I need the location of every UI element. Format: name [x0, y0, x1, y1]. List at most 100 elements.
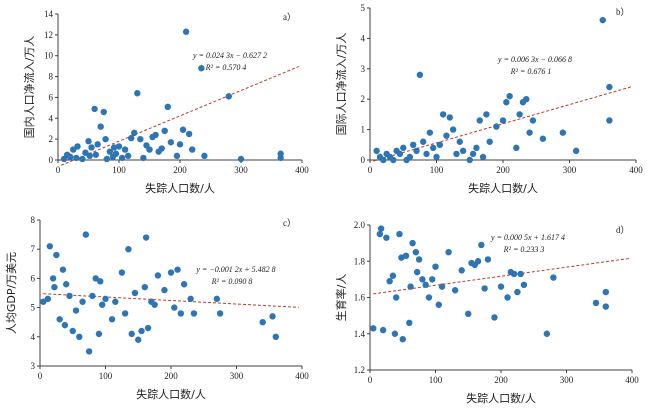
data-point — [429, 144, 437, 152]
data-point — [106, 148, 114, 155]
data-point — [412, 248, 420, 256]
y-tick-label: 1.6 — [354, 293, 366, 303]
x-axis-label: 失踪人口数/人 — [145, 181, 215, 195]
x-tick-label: 0 — [368, 165, 373, 175]
data-point — [504, 294, 511, 301]
data-point — [526, 129, 533, 136]
data-point — [478, 241, 485, 249]
data-point — [559, 129, 567, 136]
data-point — [121, 146, 129, 153]
data-point — [513, 144, 520, 152]
x-tick-label: 0 — [368, 375, 373, 385]
data-point — [72, 307, 80, 314]
panel-label: c） — [283, 218, 296, 228]
data-point — [121, 310, 129, 317]
data-point — [491, 314, 498, 321]
trendline — [60, 65, 300, 166]
data-point — [439, 111, 447, 118]
data-point — [383, 234, 390, 241]
data-point — [529, 117, 537, 124]
data-point — [435, 301, 442, 308]
x-tick-label: 400 — [629, 165, 643, 175]
data-point — [416, 71, 424, 79]
data-point — [479, 153, 487, 161]
data-point — [95, 330, 103, 338]
data-point — [177, 310, 185, 317]
data-point — [415, 256, 423, 263]
data-point — [393, 294, 400, 301]
data-point — [458, 267, 465, 274]
y-tick-label: 7 — [31, 244, 36, 254]
data-point — [399, 335, 406, 343]
data-point — [379, 326, 387, 334]
data-point — [410, 141, 417, 148]
data-point — [67, 153, 74, 161]
y-tick-label: 14 — [44, 9, 54, 19]
data-point — [391, 330, 399, 337]
data-point — [56, 316, 63, 323]
data-point — [151, 301, 158, 308]
data-point — [606, 117, 613, 124]
x-tick-label: 100 — [112, 165, 126, 175]
data-point — [176, 141, 184, 148]
data-point — [422, 281, 429, 289]
data-point — [89, 292, 96, 300]
y-tick-label: 8 — [49, 72, 54, 82]
x-tick-label: 300 — [230, 371, 244, 381]
data-point — [602, 288, 609, 296]
data-point — [272, 333, 279, 340]
y-tick-label: 4 — [31, 332, 36, 342]
data-point — [164, 103, 171, 111]
data-point — [110, 144, 118, 151]
data-point — [182, 28, 190, 35]
x-tick-label: 100 — [429, 375, 443, 385]
data-point — [436, 141, 444, 148]
x-tick-label: 400 — [295, 371, 309, 381]
data-point — [510, 270, 518, 278]
y-tick-label: 3 — [31, 361, 36, 371]
data-point — [390, 156, 397, 164]
y-tick-label: 8 — [31, 215, 36, 225]
data-point — [131, 129, 138, 137]
data-point — [135, 336, 142, 343]
data-point — [446, 114, 453, 121]
y-tick-label: 2.0 — [354, 220, 366, 230]
data-point — [420, 138, 427, 145]
data-point — [61, 321, 69, 329]
data-point — [445, 248, 452, 256]
y-axis-label: 国内人口净流入/万人 — [22, 36, 36, 139]
data-point — [46, 243, 54, 250]
data-point — [131, 289, 139, 297]
data-point — [438, 283, 446, 290]
data-point — [53, 251, 60, 259]
data-point — [69, 327, 76, 335]
y-tick-label: 4 — [49, 113, 54, 123]
y-tick-label: 1 — [361, 125, 366, 135]
panel-label: a） — [283, 12, 296, 22]
data-point — [85, 348, 93, 355]
data-point — [152, 131, 159, 139]
trendline — [373, 258, 629, 295]
data-point — [62, 281, 70, 288]
x-tick-label: 200 — [494, 375, 508, 385]
data-point — [189, 146, 196, 153]
data-point — [201, 152, 208, 160]
data-point — [516, 111, 523, 118]
data-point — [144, 324, 152, 332]
x-tick-label: 0 — [56, 165, 61, 175]
data-point — [128, 134, 135, 142]
data-point — [481, 285, 488, 292]
data-point — [91, 105, 98, 113]
data-point — [443, 132, 450, 139]
data-point — [128, 330, 135, 338]
data-point — [466, 156, 473, 164]
data-point — [190, 310, 198, 317]
y-tick-label: 6 — [31, 273, 36, 283]
data-point — [97, 278, 104, 285]
data-point — [514, 288, 521, 296]
chart-panel-2: 0 100 200 300 400 0 1 2 3 4 5 失踪人口数/人 国际人口净流入/万人 b） y … — [334, 3, 643, 195]
data-point — [592, 299, 600, 307]
data-point — [118, 154, 126, 162]
y-tick-label: 1.8 — [354, 256, 366, 266]
data-point — [59, 266, 67, 273]
